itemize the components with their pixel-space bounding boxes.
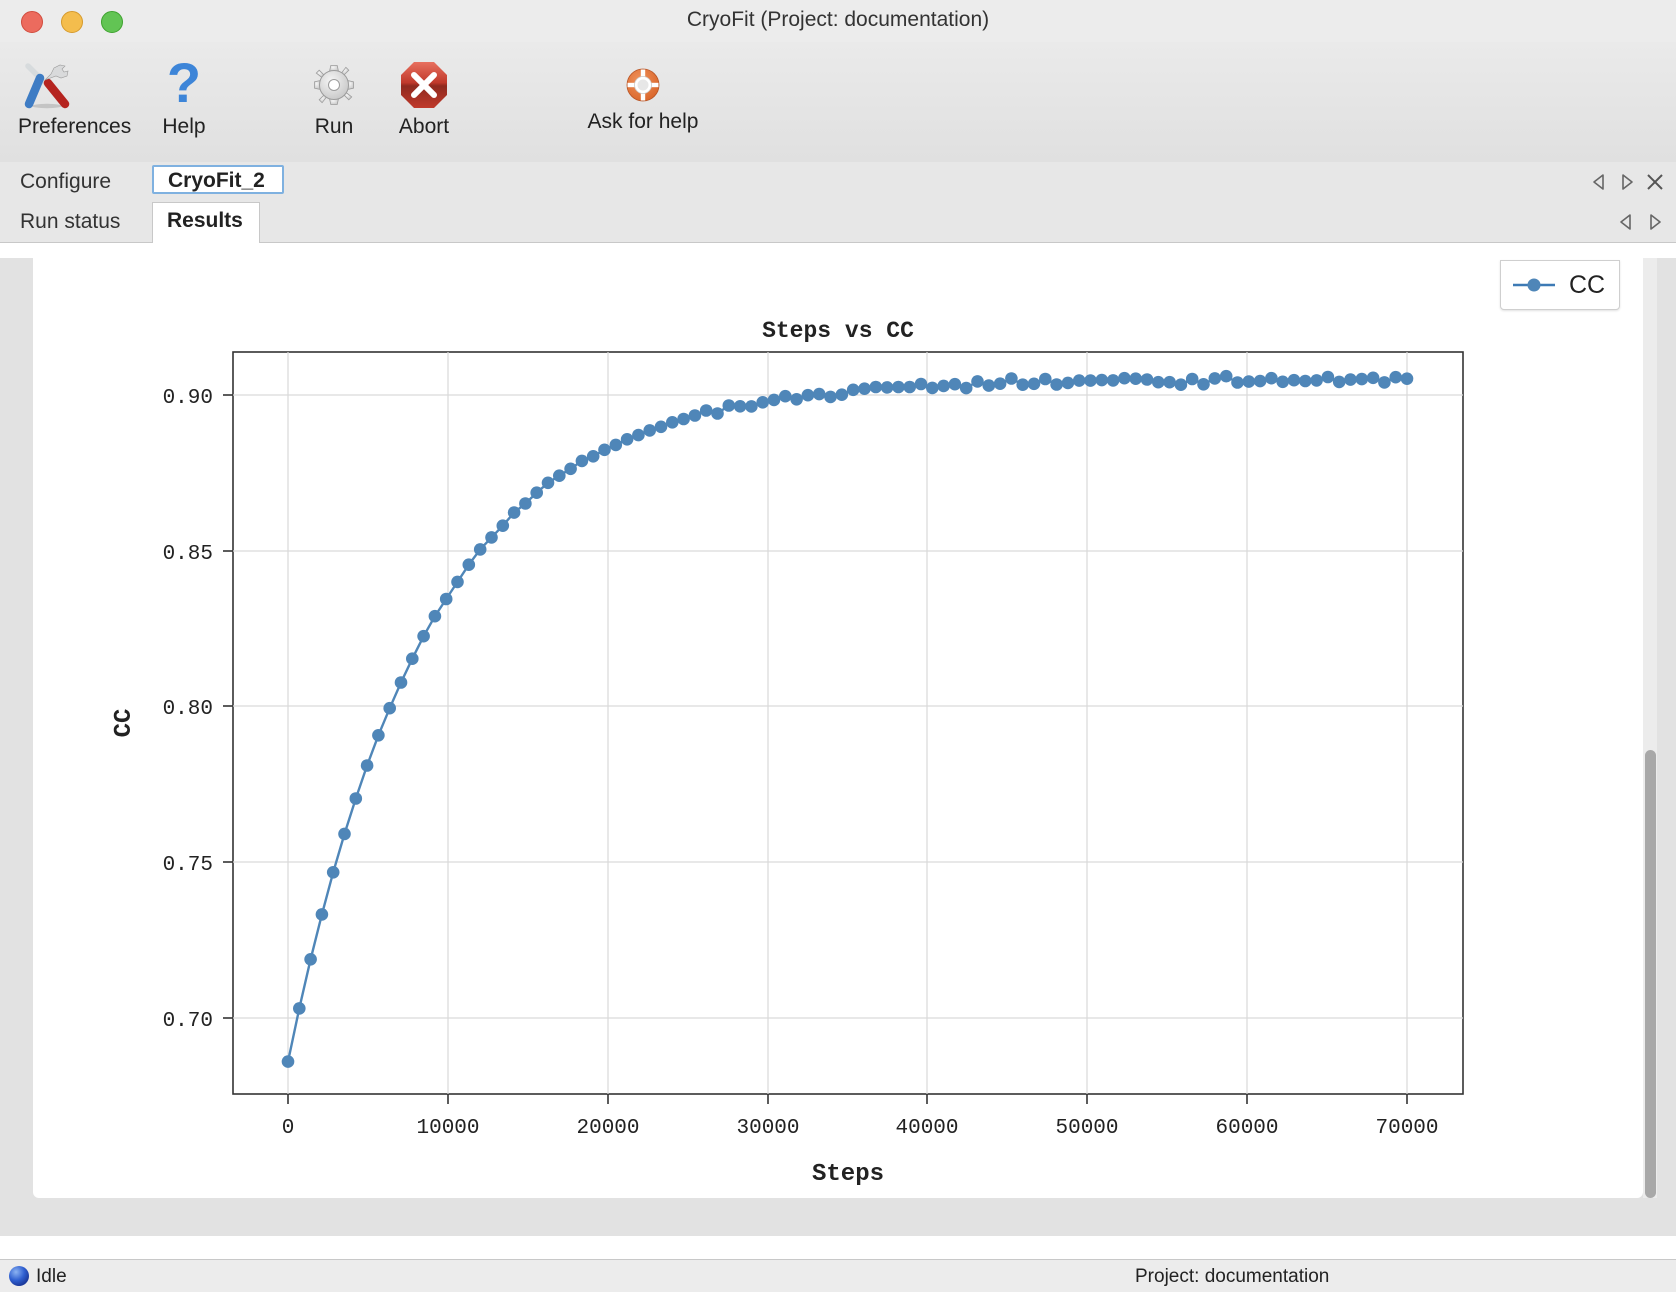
- svg-text:0.90: 0.90: [163, 387, 213, 410]
- svg-text:0.80: 0.80: [163, 698, 213, 721]
- svg-text:?: ?: [167, 56, 201, 114]
- svg-text:0.70: 0.70: [163, 1010, 213, 1033]
- svg-text:20000: 20000: [576, 1117, 639, 1140]
- svg-text:30000: 30000: [736, 1117, 799, 1140]
- svg-text:Steps: Steps: [812, 1161, 884, 1188]
- svg-text:40000: 40000: [895, 1117, 958, 1140]
- svg-text:10000: 10000: [416, 1117, 479, 1140]
- svg-text:0.85: 0.85: [163, 543, 213, 566]
- svg-text:50000: 50000: [1055, 1117, 1118, 1140]
- svg-text:0.75: 0.75: [163, 854, 213, 877]
- svg-text:0: 0: [282, 1117, 295, 1140]
- svg-text:70000: 70000: [1375, 1117, 1438, 1140]
- svg-text:CC: CC: [111, 709, 138, 738]
- svg-text:60000: 60000: [1215, 1117, 1278, 1140]
